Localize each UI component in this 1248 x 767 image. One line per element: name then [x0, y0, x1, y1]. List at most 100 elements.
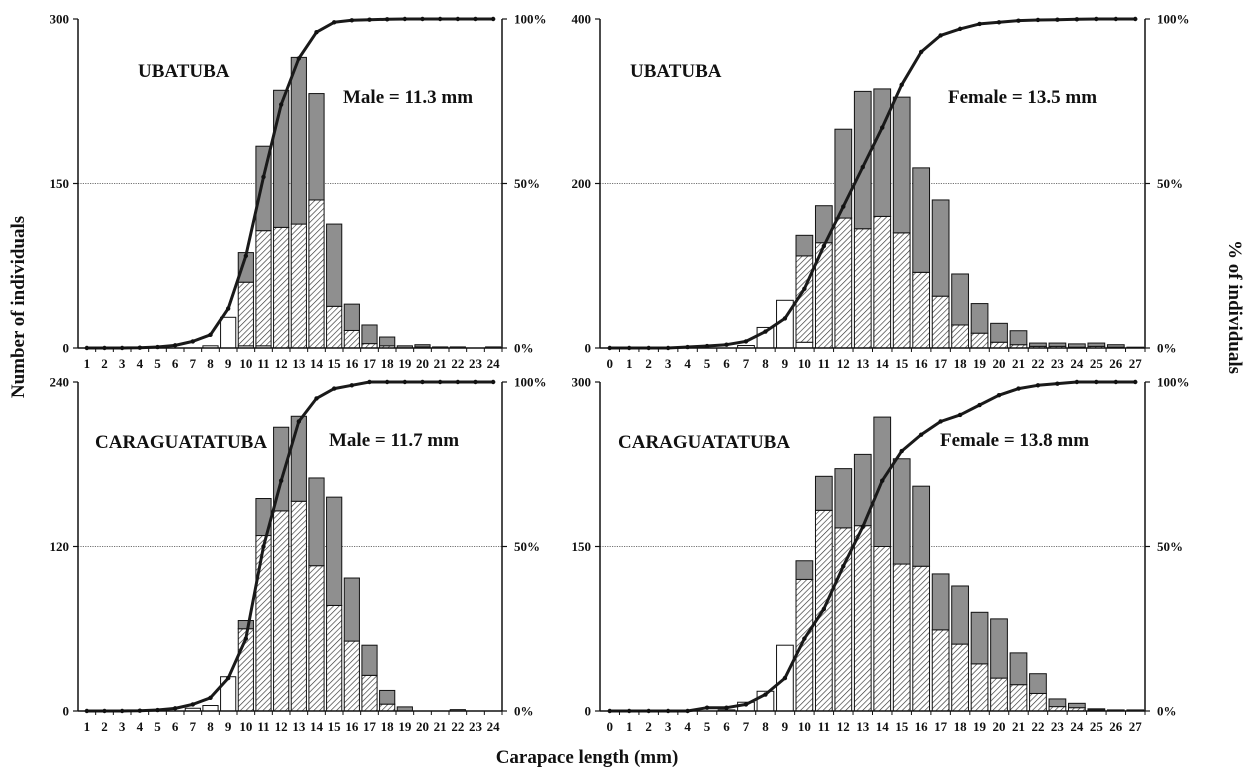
- bar-juvenile: [795, 341, 814, 349]
- size-at-maturity-label: Female = 13.5 mm: [948, 87, 1097, 108]
- x-tick-label: 17: [934, 719, 948, 734]
- bar-adult-hatched: [873, 215, 892, 349]
- x-tick-label: 3: [119, 719, 126, 734]
- x-tick-label: 23: [469, 356, 483, 371]
- x-tick-label: 4: [684, 719, 691, 734]
- bar-adult-hatched: [308, 565, 325, 712]
- bar-adult-gray: [343, 303, 360, 331]
- x-tick-label: 2: [101, 356, 108, 371]
- x-tick-label: 16: [345, 719, 359, 734]
- cumulative-point: [190, 339, 196, 344]
- y-tick-label: 300: [50, 12, 70, 27]
- bar-adult-gray: [853, 90, 872, 230]
- y2-tick-label: 0%: [514, 704, 534, 719]
- cumulative-point: [473, 379, 478, 385]
- bar-adult-gray: [1048, 698, 1067, 708]
- size-at-maturity-label: Male = 11.3 mm: [343, 87, 473, 108]
- x-tick-label: 5: [704, 719, 711, 734]
- y2-tick-label: 100%: [1157, 12, 1190, 27]
- x-tick-label: 14: [876, 356, 890, 371]
- x-tick-label: 8: [762, 356, 769, 371]
- cumulative-point: [1094, 379, 1099, 385]
- x-tick-label: 9: [782, 719, 789, 734]
- x-tick-label: 0: [606, 356, 613, 371]
- cumulative-point: [1016, 18, 1021, 23]
- cumulative-point: [977, 402, 982, 408]
- cumulative-point: [763, 329, 768, 334]
- x-tick-label: 19: [398, 719, 412, 734]
- cumulative-point: [402, 16, 408, 22]
- cumulative-point: [1035, 17, 1041, 23]
- cumulative-point: [455, 16, 461, 22]
- cumulative-point: [331, 20, 337, 25]
- cumulative-point: [880, 125, 885, 130]
- bar-adult-hatched: [873, 546, 892, 712]
- bar-adult-gray: [1009, 330, 1028, 346]
- y-axis-label-right: % of individuals: [1224, 240, 1245, 374]
- bar-adult-gray: [795, 234, 814, 257]
- x-tick-label: 3: [665, 356, 672, 371]
- cumulative-point: [1055, 381, 1060, 386]
- size-at-maturity-label: Female = 13.8 mm: [940, 430, 1089, 451]
- x-tick-label: 11: [818, 719, 830, 734]
- bar-adult-gray: [951, 585, 969, 645]
- x-tick-label: 7: [190, 719, 197, 734]
- bar-adult-gray: [873, 88, 892, 217]
- cumulative-point: [1074, 379, 1080, 385]
- x-tick-label: 6: [723, 356, 730, 371]
- cumulative-point: [860, 524, 865, 529]
- x-tick-label: 10: [798, 719, 811, 734]
- cumulative-point: [172, 343, 178, 348]
- x-tick-label: 22: [1031, 719, 1044, 734]
- bar-adult-gray: [892, 458, 911, 565]
- cumulative-point: [1035, 383, 1041, 388]
- x-tick-label: 5: [154, 719, 161, 734]
- cumulative-point: [996, 20, 1002, 25]
- x-tick-label: 21: [1012, 719, 1025, 734]
- bar-adult-gray: [970, 303, 989, 334]
- bar-adult-hatched: [970, 332, 989, 349]
- bar-adult-gray: [1087, 342, 1106, 347]
- bar-adult-gray: [414, 344, 431, 348]
- bar-adult-gray: [951, 273, 969, 326]
- bar-adult-hatched: [255, 535, 272, 712]
- bar-adult-hatched: [379, 703, 396, 712]
- location-label: CARAGUATATUBA: [618, 432, 790, 453]
- cumulative-point: [938, 419, 943, 424]
- x-tick-label: 4: [684, 356, 691, 371]
- bar-adult-hatched: [912, 565, 931, 712]
- bar-adult-gray: [237, 620, 254, 630]
- cumulative-point: [314, 396, 319, 401]
- x-tick-label: 17: [363, 356, 377, 371]
- x-tick-label: 18: [381, 356, 395, 371]
- x-tick-label: 5: [154, 356, 161, 371]
- x-tick-label: 22: [1031, 356, 1044, 371]
- size-at-maturity-label: Male = 11.7 mm: [329, 430, 459, 451]
- y-tick-label: 0: [585, 704, 592, 719]
- cumulative-point: [243, 253, 249, 259]
- cumulative-point: [261, 174, 266, 180]
- bar-adult-hatched: [361, 674, 378, 712]
- x-tick-label: 3: [665, 719, 672, 734]
- x-tick-label: 8: [207, 719, 214, 734]
- x-tick-label: 21: [434, 356, 447, 371]
- x-tick-label: 7: [743, 719, 750, 734]
- y-tick-label: 120: [50, 539, 70, 554]
- bar-adult-gray: [1029, 673, 1047, 694]
- x-tick-label: 26: [1109, 356, 1123, 371]
- x-tick-label: 26: [1109, 719, 1123, 734]
- cumulative-curve: [609, 17, 1136, 350]
- bar-adult-hatched: [343, 640, 360, 712]
- bar-adult-gray: [361, 324, 378, 345]
- bar-adult-gray: [1068, 343, 1086, 348]
- cumulative-point: [420, 16, 425, 22]
- x-tick-label: 2: [101, 719, 108, 734]
- cumulative-point: [977, 21, 982, 27]
- location-label: CARAGUATATUBA: [95, 432, 267, 453]
- x-tick-label: 12: [275, 719, 288, 734]
- x-tick-label: 20: [416, 719, 429, 734]
- y2-tick-label: 0%: [514, 341, 534, 356]
- x-tick-label: 25: [1090, 719, 1104, 734]
- location-label: UBATUBA: [138, 61, 230, 82]
